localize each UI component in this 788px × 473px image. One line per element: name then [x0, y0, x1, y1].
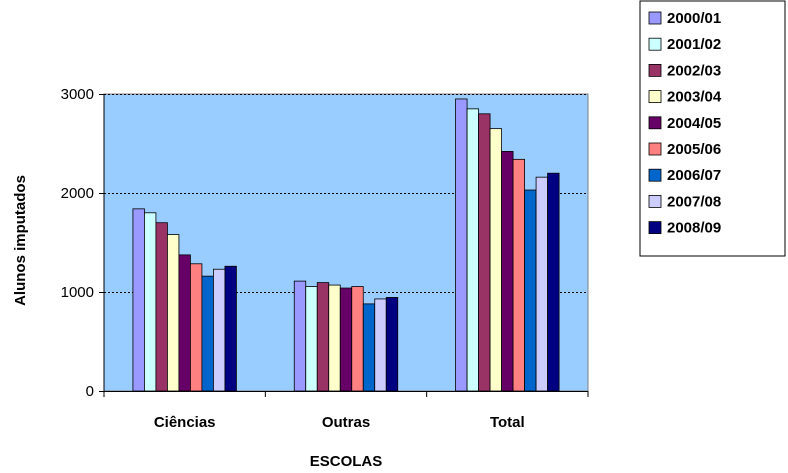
axis-labels: 0 1000 2000 3000 Ciências Outras Total [61, 86, 525, 431]
bar [132, 208, 145, 392]
bar [351, 286, 364, 392]
legend-swatch [648, 168, 662, 182]
bar [213, 268, 226, 392]
bar [155, 222, 168, 392]
bar [316, 282, 330, 392]
bar [224, 265, 237, 392]
bar [339, 287, 353, 392]
bar [385, 297, 399, 392]
bar [305, 286, 318, 392]
legend-box [639, 0, 786, 257]
bar [178, 254, 191, 392]
legend-swatch [648, 142, 662, 156]
bar [190, 263, 203, 392]
legend-label: 2006/07 [667, 167, 721, 184]
y-tick-label: 2000 [61, 185, 94, 202]
x-tick-label: Ciências [154, 414, 216, 431]
legend-label: 2007/08 [667, 193, 721, 210]
x-axis-title: ESCOLAS [310, 453, 383, 470]
bar [501, 151, 514, 392]
bar [374, 298, 387, 392]
bar [362, 303, 376, 392]
legend-swatch [648, 116, 662, 130]
bar [466, 108, 479, 392]
bar [547, 172, 560, 392]
legend-label: 2002/03 [667, 62, 721, 79]
bar [535, 176, 548, 392]
legend-swatch [648, 11, 662, 25]
legend-swatch [648, 221, 662, 235]
bar [201, 275, 214, 392]
legend-swatch [648, 64, 662, 77]
axes [99, 94, 589, 397]
y-axis-title: Alunos imputados [12, 175, 29, 306]
y-tick-label: 3000 [61, 86, 94, 103]
y-tick-label: 1000 [61, 284, 94, 301]
bar [328, 284, 341, 392]
legend-label: 2004/05 [667, 115, 721, 132]
legend: 2000/01 2001/02 2002/03 2003/04 2004/05 2005/… [639, 0, 786, 257]
bar [489, 128, 502, 392]
bar [455, 98, 468, 392]
bar [293, 280, 307, 392]
legend-label: 2003/04 [667, 89, 722, 106]
legend-swatch [648, 37, 662, 51]
legend-label: 2000/01 [667, 10, 721, 27]
legend-label: 2005/06 [667, 141, 721, 158]
legend-swatch [648, 194, 662, 208]
bar [478, 113, 491, 392]
bar [512, 158, 525, 392]
bar [167, 234, 180, 392]
x-tick-label: Total [490, 414, 525, 431]
legend-swatch [648, 90, 662, 103]
x-tick-label: Outras [322, 414, 370, 431]
y-tick-label: 0 [86, 383, 94, 400]
bar [144, 212, 157, 392]
legend-label: 2008/09 [667, 220, 721, 237]
bar [524, 189, 537, 392]
legend-label: 2001/02 [667, 36, 721, 53]
